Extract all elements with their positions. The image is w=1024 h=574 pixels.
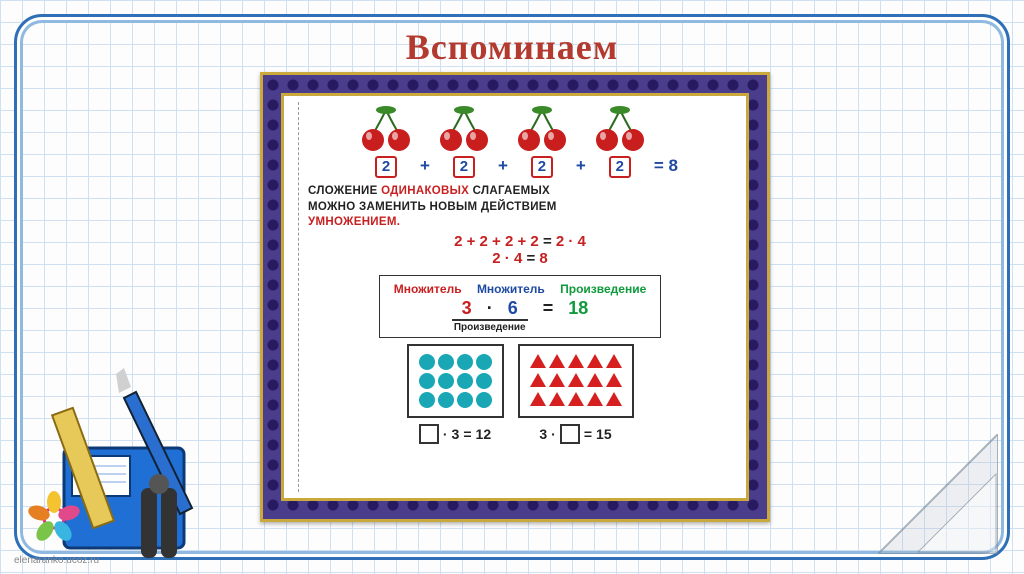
mult-values: 3 · 6 Произведение = 18 (388, 298, 653, 333)
dot (438, 354, 454, 370)
tris-box (518, 344, 634, 418)
dot (419, 373, 435, 389)
rule-1c: СЛАГАЕМЫХ (469, 185, 550, 197)
plus-sign: + (498, 156, 508, 176)
mult-b: 6 (508, 298, 518, 318)
triangle (568, 354, 584, 368)
slide: Вспоминаем 2 + 2 + 2 + (0, 0, 1024, 574)
dots-res: 12 (476, 426, 492, 442)
triangle (530, 354, 546, 368)
mult-label-3: Произведение (560, 282, 646, 296)
setsquare-icon (878, 434, 998, 554)
triangle (549, 373, 565, 387)
mult-res: 18 (568, 298, 588, 318)
dots-num: 3 (452, 426, 460, 442)
tris-eqs: = (584, 426, 592, 442)
triangle (530, 392, 546, 406)
dot (476, 392, 492, 408)
mult-a: 3 (462, 298, 472, 318)
eq-result: = 8 (654, 156, 678, 176)
plus-sign: + (420, 156, 430, 176)
dot (438, 373, 454, 389)
triangle (568, 392, 584, 406)
triangle (606, 392, 622, 406)
dots-eqs: = (463, 426, 471, 442)
triangle (549, 354, 565, 368)
m2-lhs: 2 · 4 (492, 250, 522, 267)
dot (457, 373, 473, 389)
m2-rhs: 8 (539, 250, 547, 267)
tris-dot: · (551, 426, 556, 442)
term-box: 2 (375, 156, 397, 178)
blank-box-2 (560, 424, 580, 444)
dot (438, 392, 454, 408)
m1-lhs: 2 + 2 + 2 + 2 (454, 233, 539, 250)
triangle (568, 373, 584, 387)
m2-eq: = (526, 250, 535, 267)
dot (476, 354, 492, 370)
shapes-row: · 3 = 12 3 · = 15 (308, 344, 732, 444)
card-inner: 2 + 2 + 2 + 2 = 8 СЛОЖЕНИЕ ОДИНАКОВЫХ СЛАГАЕ… (281, 93, 749, 501)
dot (457, 354, 473, 370)
tris-res: 15 (596, 426, 612, 442)
cherry-pair: 2 (437, 106, 491, 178)
rule-2: МОЖНО ЗАМЕНИТЬ НОВЫМ ДЕЙСТВИЕМ (308, 201, 557, 213)
mult-table: Множитель Множитель Произведение 3 · 6 П… (379, 275, 662, 338)
margin-line (298, 102, 299, 492)
blank-box (419, 424, 439, 444)
m1-eq: = (543, 233, 552, 250)
math-line-2: 2 · 4 = 8 (308, 250, 732, 267)
cherry-row: 2 + 2 + 2 + 2 = 8 (308, 106, 732, 178)
triangle (549, 392, 565, 406)
card-frame: 2 + 2 + 2 + 2 = 8 СЛОЖЕНИЕ ОДИНАКОВЫХ СЛАГАЕ… (260, 72, 770, 522)
dots-grid (419, 354, 492, 408)
dot (419, 354, 435, 370)
dots-eq: · 3 = 12 (419, 424, 491, 444)
tris-num: 3 (539, 426, 547, 442)
dot (476, 373, 492, 389)
triangle (606, 373, 622, 387)
rule-text: СЛОЖЕНИЕ ОДИНАКОВЫХ СЛАГАЕМЫХ МОЖНО ЗАМЕ… (308, 184, 732, 231)
triangle (587, 373, 603, 387)
triangle (587, 392, 603, 406)
triangle (530, 373, 546, 387)
term-box: 2 (609, 156, 631, 178)
cherry-pair: 2 (515, 106, 569, 178)
mult-label-1: Множитель (394, 282, 462, 296)
triangle (606, 354, 622, 368)
dot (457, 392, 473, 408)
rule-1b: ОДИНАКОВЫХ (381, 185, 469, 197)
plus-sign: + (576, 156, 586, 176)
dot (419, 392, 435, 408)
math-line-1: 2 + 2 + 2 + 2 = 2 · 4 (308, 233, 732, 250)
dots-dot: · (443, 426, 448, 442)
stationery-icon (24, 348, 234, 574)
term-box: 2 (531, 156, 553, 178)
tris-eq: 3 · = 15 (539, 424, 611, 444)
mult-labels: Множитель Множитель Произведение (388, 282, 653, 296)
mult-label-2: Множитель (477, 282, 545, 296)
page-title: Вспоминаем (0, 26, 1024, 68)
mult-eq: = (543, 298, 554, 318)
rule-3: УМНОЖЕНИЕМ. (308, 216, 400, 228)
tris-grid (530, 354, 622, 408)
m1-rhs: 2 · 4 (556, 233, 586, 250)
mult-bottom: Произведение (452, 321, 528, 333)
rule-1a: СЛОЖЕНИЕ (308, 185, 381, 197)
cherry-pair: 2 (359, 106, 413, 178)
triangle (587, 354, 603, 368)
cherry-pair: 2 (593, 106, 647, 178)
mult-dot: · (487, 298, 493, 318)
dots-box (407, 344, 504, 418)
watermark: elenaranko.ucoz.ru (14, 555, 99, 566)
term-box: 2 (453, 156, 475, 178)
